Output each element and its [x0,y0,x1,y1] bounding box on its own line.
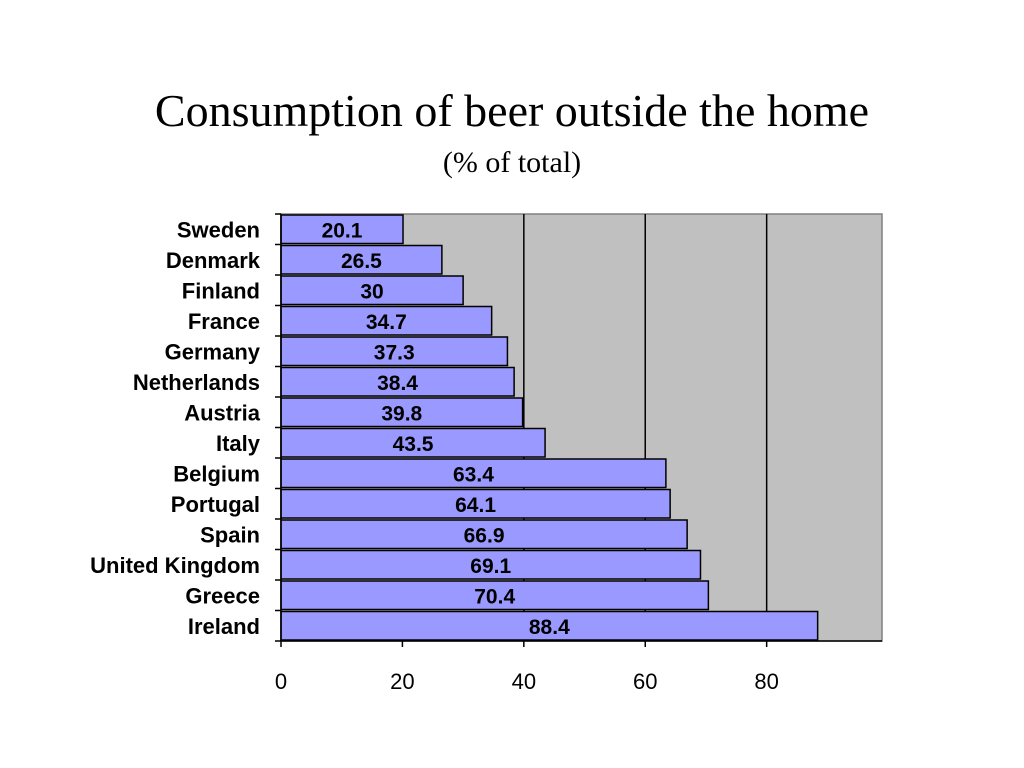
chart-title: Consumption of beer outside the home [154,85,870,136]
bar-value-labels: 20.1 26.5 30 34.7 37.3 38.4 39.8 43.5 63.4 64.1 66… [322,219,571,639]
bar-value-label: 39.8 [381,402,422,425]
axes [275,213,882,642]
bar-value-label: 20.1 [322,219,363,242]
bar [280,458,667,489]
bar-value-label: 64.1 [455,494,496,517]
bar-value-label: 43.5 [393,433,434,456]
bar [280,275,464,306]
bar-value-label: 38.4 [377,372,418,395]
category-label: Finland [182,278,260,303]
category-label: Netherlands [133,370,260,395]
bar-value-label: 88.4 [529,616,570,639]
bar-value-label: 63.4 [453,463,494,486]
bar [280,580,710,611]
category-label: Austria [184,400,261,425]
category-label: Portugal [171,492,260,517]
x-tick-label: 40 [512,669,536,694]
category-label: Spain [200,522,260,547]
category-labels: Sweden Denmark Finland France Germany Netherl… [90,217,261,639]
category-label: Greece [185,583,260,608]
x-tick-label: 80 [754,669,778,694]
bar [280,244,443,275]
category-label: France [188,309,260,334]
category-label: Germany [165,339,261,364]
bar [280,519,688,550]
bar-value-label: 37.3 [374,341,415,364]
category-label: Denmark [166,248,261,273]
bars [280,214,819,641]
bar [280,305,493,336]
bar [280,488,671,519]
bar [280,366,515,397]
category-label: Belgium [173,461,260,486]
bar-value-label: 26.5 [341,250,382,273]
bar-value-label: 66.9 [464,524,505,547]
bar [280,397,524,428]
x-tick-label: 0 [275,669,287,694]
x-tick-label: 60 [633,669,657,694]
category-label: Italy [216,431,261,456]
bar-value-label: 34.7 [366,311,407,334]
category-label: Sweden [177,217,260,242]
bar [280,610,819,641]
bar-value-label: 70.4 [474,585,515,608]
chart-subtitle: (% of total) [442,146,582,179]
x-axis-ticks: 0 20 40 60 80 [275,641,779,694]
bar-value-label: 69.1 [470,555,511,578]
bar-value-label: 30 [360,280,383,303]
category-label: Ireland [188,614,260,639]
x-tick-label: 20 [390,669,414,694]
bar [280,336,509,367]
category-label: United Kingdom [90,553,260,578]
